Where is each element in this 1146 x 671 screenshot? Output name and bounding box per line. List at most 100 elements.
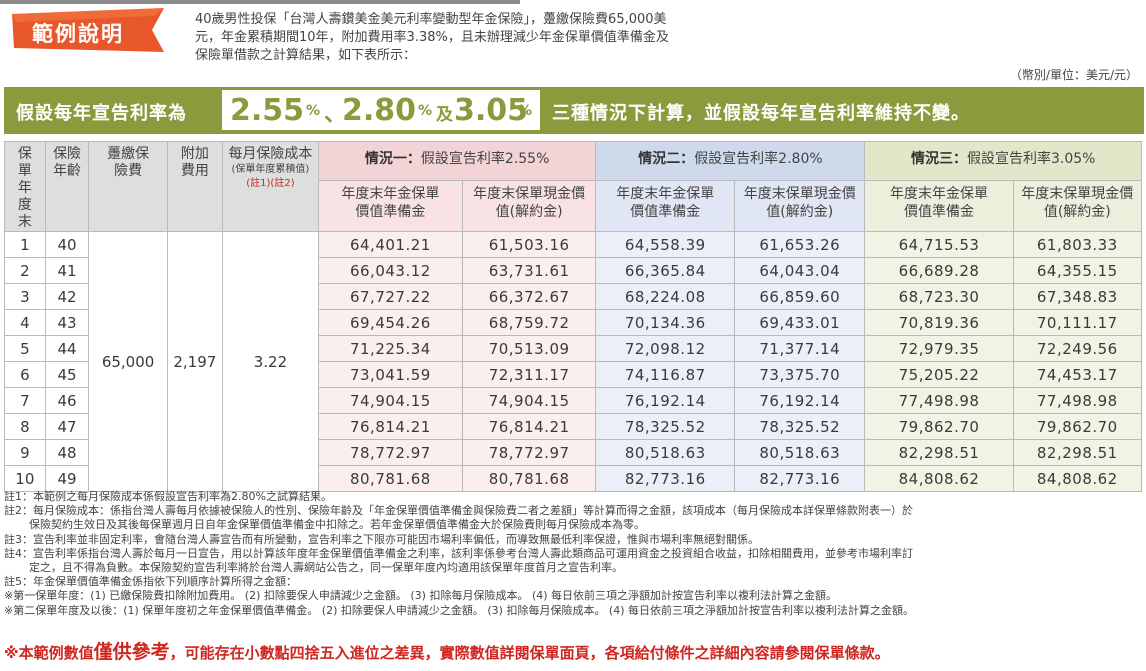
age-cell: 42 xyxy=(44,283,90,310)
rate-3-pct: % xyxy=(518,103,533,119)
s3-surrender-header: 年度末保單現金價值(解約金) xyxy=(1012,179,1143,233)
note-line: ※第二保單年度及以後：(1) 保單年度初之年金保單價值準備金。 (2) 扣除要保… xyxy=(4,603,915,617)
s1-reserve-cell: 73,041.59 xyxy=(317,361,463,388)
age-cell: 44 xyxy=(44,335,90,362)
s3-reserve-cell: 64,715.53 xyxy=(864,231,1014,258)
table-row: 10 49 80,781.68 80,781.68 82,773.16 82,7… xyxy=(4,465,1143,492)
s3-surrender-cell: 82,298.51 xyxy=(1012,439,1143,466)
footnotes: 註1：本範例之每月保險成本係假設宣告利率為2.80%之試算結果。 註2：每月保險… xyxy=(4,490,1144,618)
scenario-3-text: 假設宣告利率3.05% xyxy=(967,151,1096,167)
year-cell: 5 xyxy=(4,335,46,362)
top-shade xyxy=(0,0,520,4)
currency-unit: （幣別/單位：美元/元） xyxy=(1009,68,1138,82)
s1-reserve-header: 年度末年金保單價值準備金 xyxy=(317,179,463,233)
year-cell: 10 xyxy=(4,465,46,492)
s1-reserve-cell: 78,772.97 xyxy=(317,439,463,466)
scenario-1-label: 情況一： xyxy=(364,151,421,167)
s2-reserve-cell: 80,518.63 xyxy=(595,439,736,466)
top-strip xyxy=(0,0,1146,6)
age-cell: 49 xyxy=(44,465,90,492)
table-row: 1 40 65,000 2,197 3.22 64,401.21 61,503.… xyxy=(4,231,1143,492)
year-cell: 6 xyxy=(4,361,46,388)
s3-reserve-cell: 66,689.28 xyxy=(864,257,1014,284)
s2-reserve-cell: 64,558.39 xyxy=(595,231,736,258)
age-cell: 46 xyxy=(44,387,90,414)
fee-cell: 2,197 xyxy=(166,231,223,492)
banner-suffix: 三種情況下計算，並假設每年宣告利率維持不變。 xyxy=(552,103,970,124)
age-cell: 45 xyxy=(44,361,90,388)
s2-surrender-cell: 80,518.63 xyxy=(734,439,866,466)
year-cell: 3 xyxy=(4,283,46,310)
table-body: 1 40 65,000 2,197 3.22 64,401.21 61,503.… xyxy=(4,231,1143,492)
scenario-2-text: 假設宣告利率2.80% xyxy=(694,151,823,167)
s2-reserve-cell: 66,365.84 xyxy=(595,257,736,284)
s1-reserve-cell: 69,454.26 xyxy=(317,309,463,336)
s3-surrender-cell: 64,355.15 xyxy=(1012,257,1143,284)
cost-sub: (保單年度累積值) xyxy=(231,164,310,175)
s3-reserve-cell: 84,808.62 xyxy=(864,465,1014,492)
year-cell: 2 xyxy=(4,257,46,284)
rate-2-pct: % xyxy=(418,103,433,119)
s1-surrender-header: 年度末保單現金價值(解約金) xyxy=(461,179,597,233)
s2-surrender-cell: 61,653.26 xyxy=(734,231,866,258)
illustration-table: 保單年度末 保險年齡 躉繳保險費 附加費用 每月保險成本 (保單年度累積值) (… xyxy=(4,141,1143,492)
s1-surrender-cell: 66,372.67 xyxy=(461,283,597,310)
s3-reserve-header: 年度末年金保單價值準備金 xyxy=(864,179,1014,233)
s2-surrender-cell: 73,375.70 xyxy=(734,361,866,388)
s1-surrender-cell: 68,759.72 xyxy=(461,309,597,336)
s3-surrender-cell: 72,249.56 xyxy=(1012,335,1143,362)
s3-reserve-cell: 72,979.35 xyxy=(864,335,1014,362)
header-monthly-cost: 每月保險成本 (保單年度累積值) (註1)(註2) xyxy=(221,141,319,232)
s2-reserve-cell: 70,134.36 xyxy=(595,309,736,336)
s2-surrender-cell: 64,043.04 xyxy=(734,257,866,284)
year-cell: 7 xyxy=(4,387,46,414)
header-policy-year: 保單年度末 xyxy=(4,141,46,232)
note-line: 註2：每月保險成本：係指台灣人壽每月依據被保險人的性別、保險年齡及「年金保單價值… xyxy=(4,504,913,518)
s1-surrender-cell: 78,772.97 xyxy=(461,439,597,466)
s3-reserve-cell: 77,498.98 xyxy=(864,387,1014,414)
note-line: 註4：宣告利率係指台灣人壽於每月一日宣告，用以計算該年度年金保單價值準備金之利率… xyxy=(4,546,913,560)
s3-surrender-cell: 61,803.33 xyxy=(1012,231,1143,258)
disclaimer: ※本範例數值僅供參考，可能存在小數點四捨五入進位之差異，實際數值詳閱保單面頁，各… xyxy=(4,637,890,664)
s2-reserve-cell: 68,224.08 xyxy=(595,283,736,310)
disclaimer-c: ，可能存在小數點四捨五入進位之差異，實際數值詳閱保單面頁，各項給付條件之詳細內容… xyxy=(169,644,890,662)
note-line: ※第一保單年度：(1) 已繳保險費扣除附加費用。 (2) 扣除要保人申請減少之金… xyxy=(4,589,838,603)
s1-reserve-cell: 74,904.15 xyxy=(317,387,463,414)
note-line: 註3：宣告利率並非固定利率，會隨台灣人壽宣告而有所變動，宣告利率之下限亦可能因市… xyxy=(4,532,759,546)
s3-surrender-cell: 67,348.83 xyxy=(1012,283,1143,310)
s1-surrender-cell: 61,503.16 xyxy=(461,231,597,258)
s3-surrender-cell: 74,453.17 xyxy=(1012,361,1143,388)
s2-reserve-cell: 72,098.12 xyxy=(595,335,736,362)
scenario-1-header: 情況一：假設宣告利率2.55% xyxy=(317,141,597,181)
s2-surrender-cell: 78,325.52 xyxy=(734,413,866,440)
table-row: 4 43 69,454.26 68,759.72 70,134.36 69,43… xyxy=(4,309,1143,336)
year-cell: 8 xyxy=(4,413,46,440)
s3-reserve-cell: 70,819.36 xyxy=(864,309,1014,336)
s1-reserve-cell: 80,781.68 xyxy=(317,465,463,492)
s1-surrender-cell: 80,781.68 xyxy=(461,465,597,492)
note-line: 定之，且不得為負數。本保險契約宣告利率將於台灣人壽網站公告之，同一保單年度內均適… xyxy=(29,561,623,575)
note-line: 保險契約生效日及其後每保單週月日自年金保單價值準備金中扣除之。若年金保單價值準備… xyxy=(29,518,645,532)
year-cell: 1 xyxy=(4,231,46,258)
s2-reserve-cell: 82,773.16 xyxy=(595,465,736,492)
scenario-2-header: 情況二：假設宣告利率2.80% xyxy=(595,141,866,181)
s3-surrender-cell: 84,808.62 xyxy=(1012,465,1143,492)
monthly-cost-cell: 3.22 xyxy=(221,231,319,492)
scenario-3-label: 情況三： xyxy=(911,151,967,167)
s2-surrender-cell: 76,192.14 xyxy=(734,387,866,414)
rate-3: 3.05 xyxy=(454,93,529,128)
disclaimer-emphasis: 僅供參考 xyxy=(93,641,170,663)
s1-surrender-cell: 76,814.21 xyxy=(461,413,597,440)
rate-sep: 、 xyxy=(324,102,347,127)
scenario-2-label: 情況二： xyxy=(638,151,695,167)
s2-surrender-cell: 66,859.60 xyxy=(734,283,866,310)
s1-surrender-cell: 72,311.17 xyxy=(461,361,597,388)
s2-reserve-cell: 78,325.52 xyxy=(595,413,736,440)
rate-1: 2.55 xyxy=(230,93,305,128)
s2-reserve-header: 年度末年金保單價值準備金 xyxy=(595,179,736,233)
s1-reserve-cell: 64,401.21 xyxy=(317,231,463,258)
s2-reserve-cell: 74,116.87 xyxy=(595,361,736,388)
table-row: 5 44 71,225.34 70,513.09 72,098.12 71,37… xyxy=(4,335,1143,362)
s1-reserve-cell: 71,225.34 xyxy=(317,335,463,362)
cost-main: 每月保險成本 xyxy=(228,146,313,162)
